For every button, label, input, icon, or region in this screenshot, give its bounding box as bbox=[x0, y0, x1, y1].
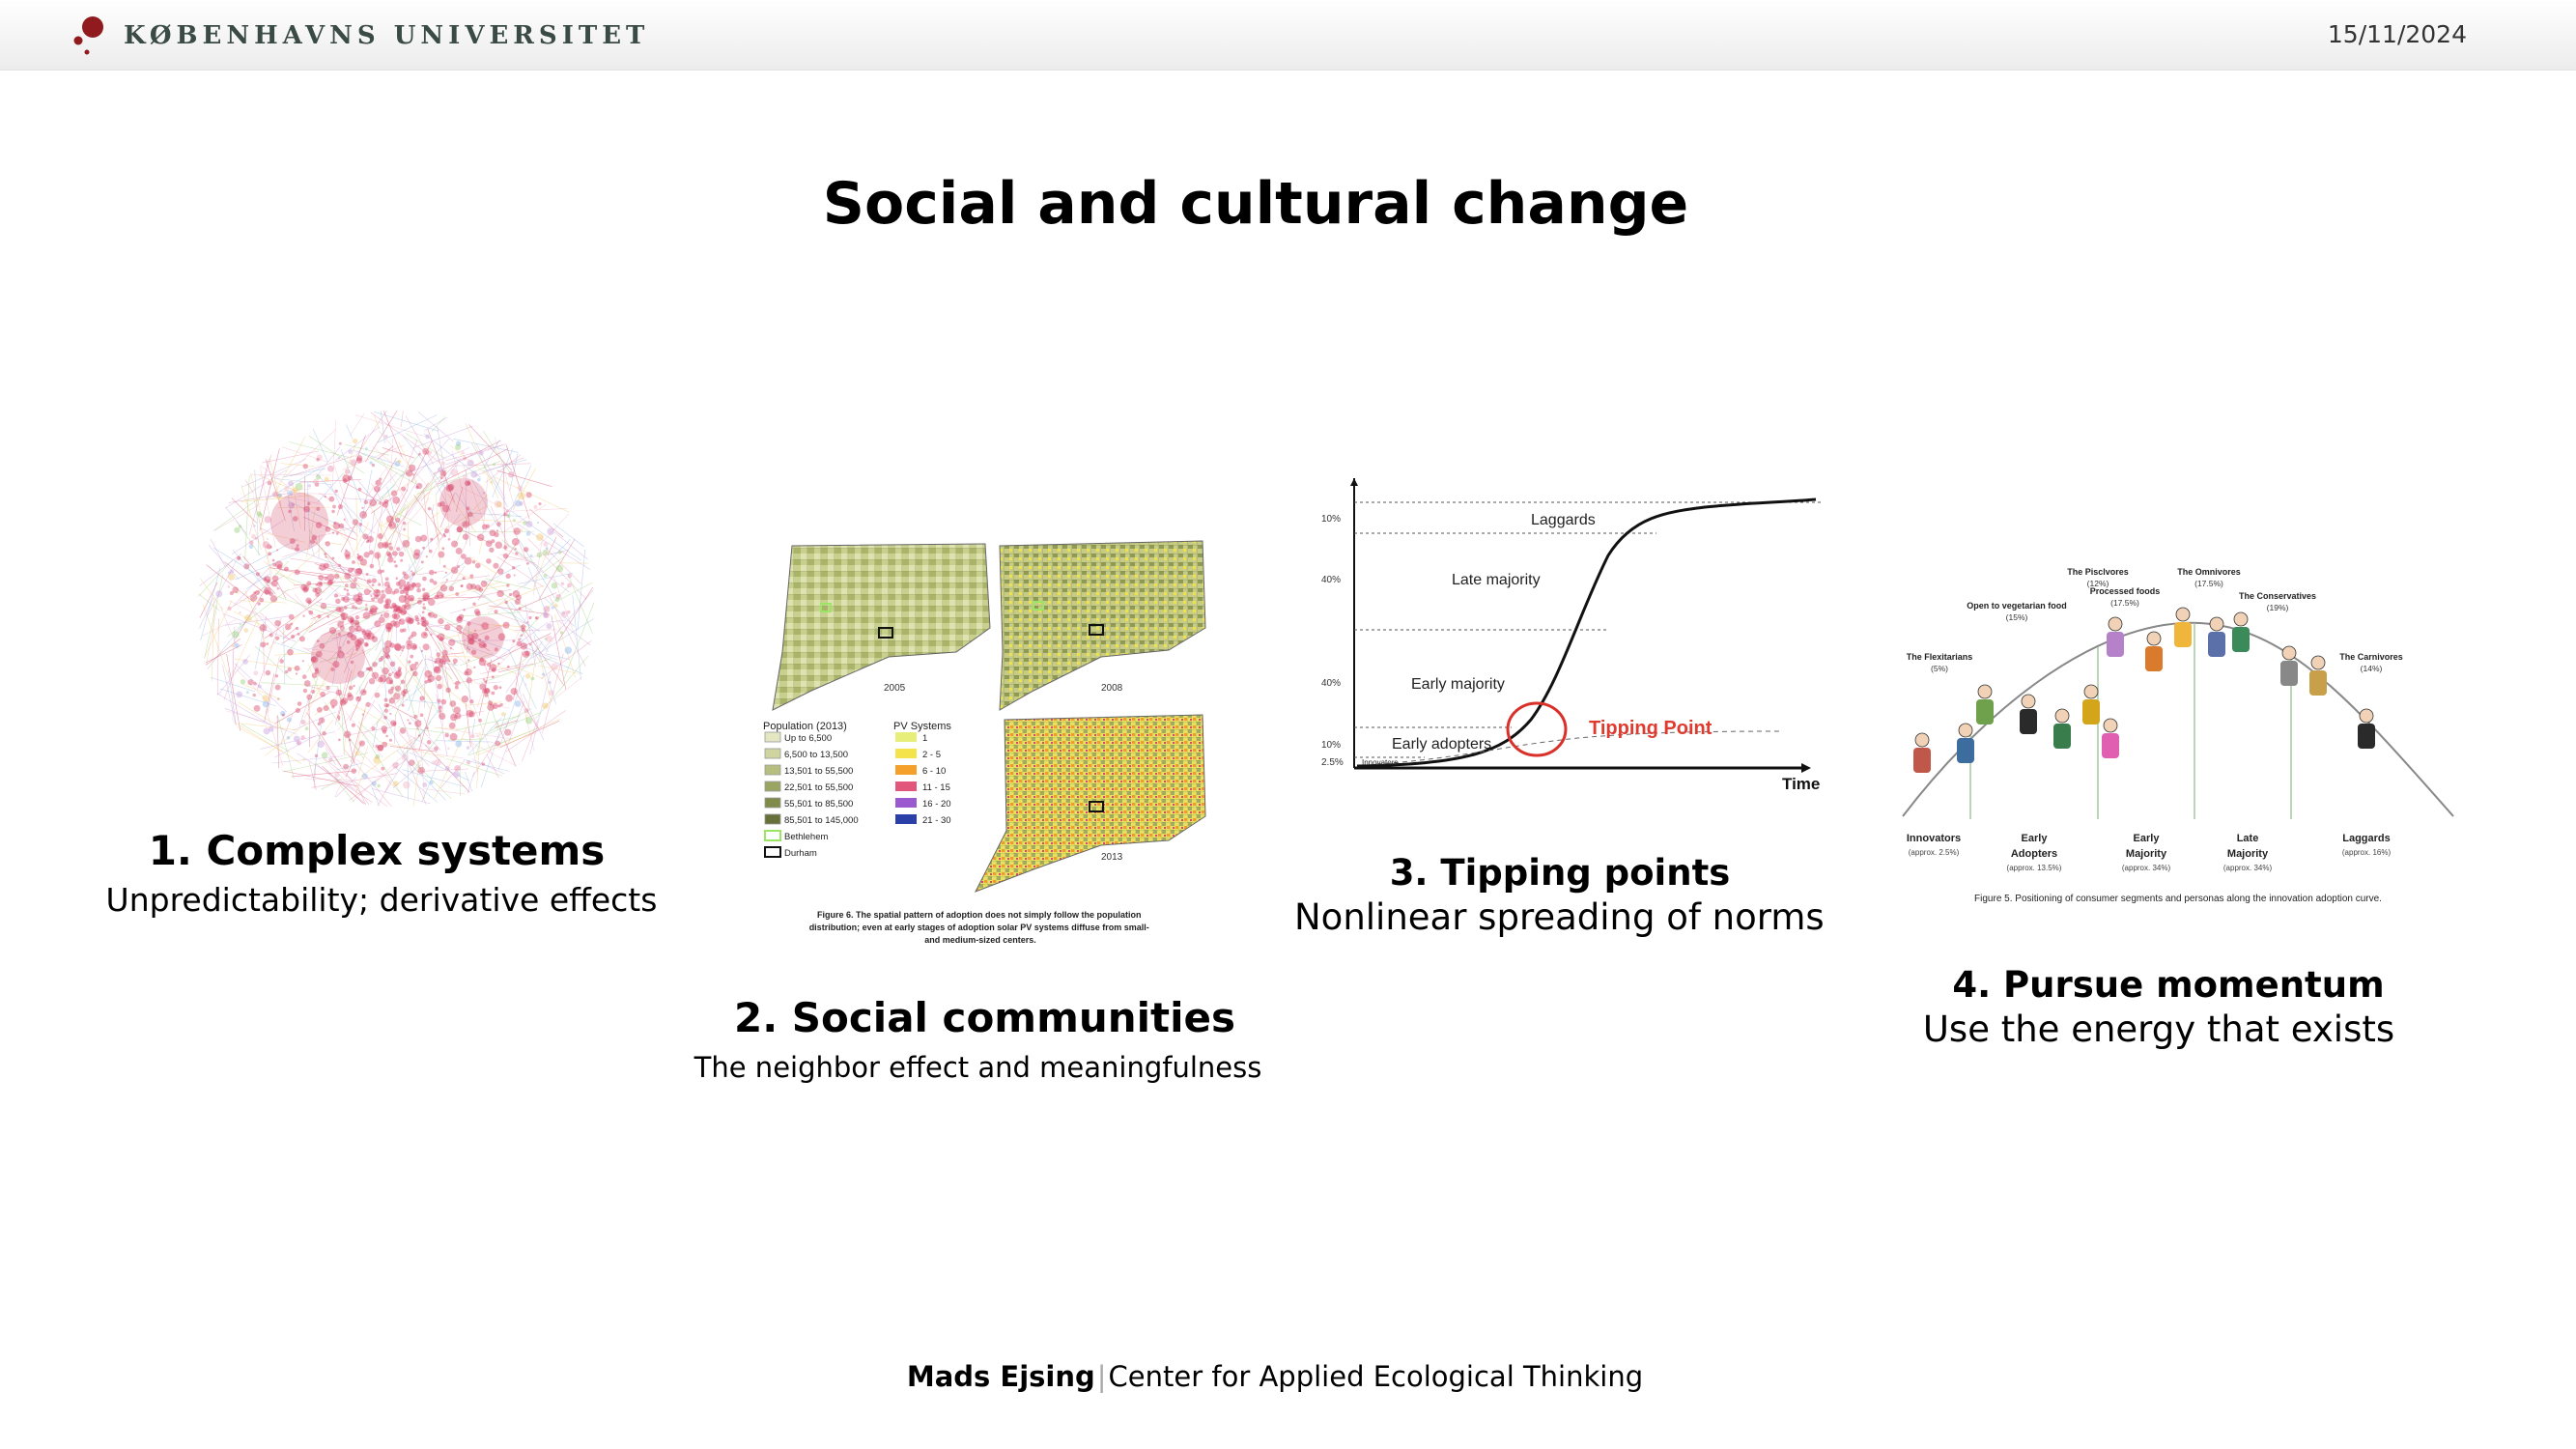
map-year-2005: 2005 bbox=[884, 683, 906, 694]
header-bar: KØBENHAVNS UNIVERSITET 15/11/2024 bbox=[0, 0, 2576, 71]
segment-early-majority: Early majority bbox=[1411, 676, 1505, 693]
footer-org: Center for Applied Ecological Thinking bbox=[1108, 1360, 1644, 1393]
persona-pct: (15%) bbox=[2006, 612, 2028, 622]
segment-label: Laggards bbox=[2342, 833, 2391, 844]
segment-pct: (approx. 16%) bbox=[2342, 848, 2392, 857]
pv-legend: 1 2 - 5 6 - 10 11 - 15 16 - 20 21 - 30 bbox=[895, 732, 951, 826]
item-4-subtitle: Use the energy that exists bbox=[1922, 1009, 2395, 1050]
footer-separator: | bbox=[1096, 1360, 1107, 1393]
persona-label: The Flexitarians bbox=[1907, 652, 1973, 662]
item-1-subtitle: Unpredictability; derivative effects bbox=[105, 881, 658, 919]
population-legend-item: 13,501 to 55,500 bbox=[784, 766, 853, 777]
network-edges bbox=[198, 410, 595, 808]
university-logo-icon bbox=[73, 16, 103, 55]
item-3-subtitle: Nonlinear spreading of norms bbox=[1294, 896, 1825, 938]
segment-label: Late bbox=[2237, 833, 2259, 844]
network-nodes bbox=[215, 434, 573, 789]
pct-label-1: 10% bbox=[1321, 514, 1341, 525]
network-graph-image bbox=[198, 410, 595, 808]
pv-legend-item: 2 - 5 bbox=[922, 750, 941, 760]
persona-pct: (17.5%) bbox=[2110, 598, 2139, 608]
adoption-curve-personas-image: The Flexitarians (5%) Open to vegetarian f… bbox=[1902, 567, 2454, 904]
item-2-subtitle: The neighbor effect and meaningfulness bbox=[694, 1051, 1262, 1084]
population-legend: Up to 6,500 6,500 to 13,500 13,501 to 55,5… bbox=[764, 731, 859, 859]
persona-label: Processed foods bbox=[2090, 586, 2161, 596]
population-legend-item: 6,500 to 13,500 bbox=[784, 750, 848, 760]
segment-pct: (approx. 2.5%) bbox=[1909, 848, 1960, 857]
university-name: KØBENHAVNS UNIVERSITET bbox=[124, 21, 650, 50]
slide-footer: Mads Ejsing|Center for Applied Ecologica… bbox=[0, 1360, 2550, 1393]
persona-label: The Omnivores bbox=[2177, 567, 2241, 577]
footer-author: Mads Ejsing bbox=[906, 1360, 1095, 1393]
personas-figure-caption: Figure 5. Positioning of consumer segmen… bbox=[1974, 894, 2382, 904]
segment-label: Innovators bbox=[1907, 833, 1961, 844]
segment-label: Majority bbox=[2126, 848, 2167, 860]
persona-pct: (5%) bbox=[1931, 664, 1948, 673]
segment-pct: (approx. 34%) bbox=[2122, 864, 2171, 872]
persona-pct: (17.5%) bbox=[2194, 579, 2223, 588]
item-1-title: 1. Complex systems bbox=[148, 827, 606, 874]
pv-legend-item: 11 - 15 bbox=[922, 782, 950, 793]
segment-innovators: Innovators bbox=[1362, 758, 1398, 767]
map-figure-caption: Figure 6. The spatial pattern of adoptio… bbox=[809, 910, 1152, 945]
persona-label: The Pisclvores bbox=[2067, 567, 2129, 577]
population-legend-title: Population (2013) bbox=[763, 721, 847, 732]
item-4-title: 4. Pursue momentum bbox=[1952, 964, 2385, 1006]
persona-pct: (14%) bbox=[2361, 664, 2383, 673]
population-legend-item: 85,501 to 145,000 bbox=[784, 815, 859, 826]
persona-label: Open to vegetarian food bbox=[1967, 601, 2067, 611]
tipping-point-curve-image: Tipping Point Laggards Late majority Ear… bbox=[1321, 478, 1821, 793]
persona-labels: The Flexitarians (5%) Open to vegetarian f… bbox=[1907, 567, 2403, 673]
persona-label: The Conservatives bbox=[2239, 591, 2316, 601]
persona-pct: (19%) bbox=[2267, 603, 2289, 612]
solar-adoption-maps-image: 2005 2008 2013 Population (2013) Up to 6… bbox=[763, 540, 1206, 945]
persona-pct: (12%) bbox=[2087, 579, 2109, 588]
map-year-2008: 2008 bbox=[1101, 683, 1123, 694]
pv-legend-title: PV Systems bbox=[893, 721, 951, 732]
segment-label: Adopters bbox=[2011, 848, 2057, 860]
pv-legend-item: 16 - 20 bbox=[922, 799, 951, 810]
segment-laggards: Laggards bbox=[1531, 512, 1596, 528]
segment-label: Majority bbox=[2227, 848, 2269, 860]
population-legend-item: Bethlehem bbox=[784, 832, 829, 842]
persona-label: The Carnivores bbox=[2339, 652, 2403, 662]
item-2-title: 2. Social communities bbox=[734, 994, 1235, 1041]
pct-label-2: 40% bbox=[1321, 575, 1341, 585]
segment-early-adopters: Early adopters bbox=[1392, 736, 1491, 753]
x-axis-label: Time bbox=[1782, 775, 1820, 793]
population-legend-item: 22,501 to 55,500 bbox=[784, 782, 853, 793]
pct-label-4: 10% bbox=[1321, 740, 1341, 751]
segment-pct: (approx. 34%) bbox=[2223, 864, 2273, 872]
segment-label: Early bbox=[2134, 833, 2161, 844]
pv-legend-item: 21 - 30 bbox=[922, 815, 951, 826]
slide-title: Social and cultural change bbox=[822, 170, 1689, 238]
persona-illustrations bbox=[1913, 607, 2375, 773]
pv-legend-item: 1 bbox=[922, 733, 927, 744]
segment-late-majority: Late majority bbox=[1452, 572, 1541, 588]
item-3-title: 3. Tipping points bbox=[1389, 852, 1731, 894]
segment-labels: Innovators (approx. 2.5%) Early Adopters (ap… bbox=[1907, 833, 2392, 872]
segment-label: Early bbox=[2022, 833, 2049, 844]
map-year-2013: 2013 bbox=[1101, 852, 1123, 863]
population-legend-item: Durham bbox=[784, 848, 817, 859]
pv-legend-item: 6 - 10 bbox=[922, 766, 946, 777]
segment-pct: (approx. 13.5%) bbox=[2007, 864, 2062, 872]
population-legend-item: 55,501 to 85,500 bbox=[784, 799, 853, 810]
population-legend-item: Up to 6,500 bbox=[784, 733, 832, 744]
pct-label-5: 2.5% bbox=[1321, 757, 1344, 768]
tipping-point-label: Tipping Point bbox=[1589, 718, 1713, 739]
pct-label-3: 40% bbox=[1321, 678, 1341, 689]
slide-date: 15/11/2024 bbox=[2327, 20, 2467, 48]
